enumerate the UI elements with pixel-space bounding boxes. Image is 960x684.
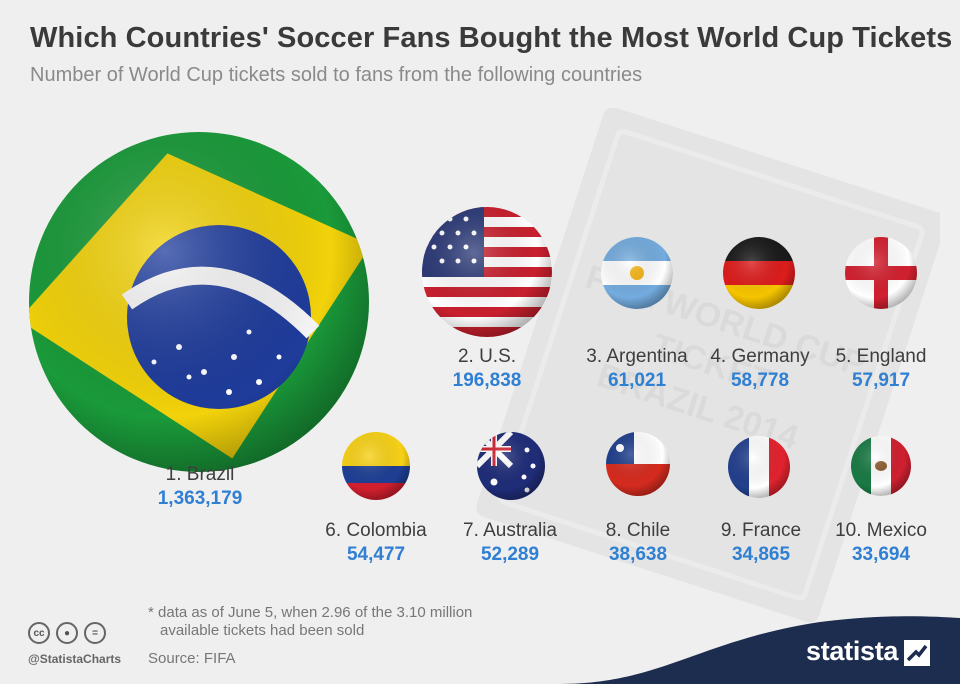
entry-label: 3. Argentina: [586, 346, 688, 367]
entry-france: 9. France 34,865: [681, 519, 841, 567]
statista-handle[interactable]: @StatistaCharts: [28, 652, 122, 666]
entry-label: 8. Chile: [605, 520, 671, 541]
entry-us: 2. U.S. 196,838: [407, 345, 567, 393]
england-flag: [845, 237, 917, 309]
footnote: * data as of June 5, when 2.96 of the 3.…: [148, 604, 548, 640]
entry-label: 10. Mexico: [835, 520, 927, 541]
germany-flag: [723, 237, 795, 309]
entry-label: 5. England: [835, 346, 927, 367]
entry-label: 2. U.S.: [457, 346, 517, 367]
entry-australia: 7. Australia 52,289: [430, 519, 590, 567]
entry-value: 34,865: [731, 544, 791, 565]
chart-subtitle: Number of World Cup tickets sold to fans…: [30, 64, 643, 86]
entry-value: 196,838: [452, 370, 522, 391]
australia-flag: [477, 432, 545, 500]
entry-brazil: 1. Brazil 1,363,179: [120, 463, 280, 511]
cc-icon[interactable]: cc: [28, 622, 50, 644]
us-flag: [422, 207, 552, 337]
mexico-flag: [851, 436, 911, 496]
entry-value: 57,917: [851, 370, 911, 391]
entry-value: 33,694: [851, 544, 911, 565]
license-icons[interactable]: cc ● =: [28, 622, 106, 644]
entry-chile: 8. Chile 38,638: [558, 519, 718, 567]
no-derivatives-icon[interactable]: =: [84, 622, 106, 644]
entry-label: 7. Australia: [463, 520, 557, 541]
ticket-watermark: FIFA WORLD CUP TICKET BRAZIL 2014: [476, 108, 940, 623]
statista-logo-icon[interactable]: [904, 640, 930, 666]
entry-value: 54,477: [346, 544, 406, 565]
chart-title: Which Countries' Soccer Fans Bought the …: [30, 22, 953, 54]
entry-label: 4. Germany: [710, 346, 810, 367]
chile-flag: [606, 432, 670, 496]
brazil-flag: [29, 132, 369, 472]
argentina-flag: [601, 237, 673, 309]
france-flag: [728, 436, 790, 498]
brand-band: [560, 616, 960, 684]
attribution-icon[interactable]: ●: [56, 622, 78, 644]
entry-mexico: 10. Mexico 33,694: [801, 519, 960, 567]
entry-label: 1. Brazil: [165, 464, 235, 485]
entry-argentina: 3. Argentina 61,021: [557, 345, 717, 393]
entry-label: 6. Colombia: [325, 520, 427, 541]
entry-value: 1,363,179: [157, 488, 243, 509]
source-text: Source: FIFA: [148, 650, 236, 667]
entry-value: 52,289: [480, 544, 540, 565]
entry-value: 61,021: [607, 370, 667, 391]
entry-value: 58,778: [730, 370, 790, 391]
entry-colombia: 6. Colombia 54,477: [296, 519, 456, 567]
entry-england: 5. England 57,917: [801, 345, 960, 393]
statista-logo-text[interactable]: statista: [806, 636, 899, 666]
entry-value: 38,638: [608, 544, 668, 565]
footnote-line-1: * data as of June 5, when 2.96 of the 3.…: [148, 604, 473, 621]
colombia-flag: [342, 432, 410, 500]
footnote-line-2: available tickets had been sold: [160, 622, 365, 639]
entry-germany: 4. Germany 58,778: [680, 345, 840, 393]
entry-label: 9. France: [720, 520, 802, 541]
